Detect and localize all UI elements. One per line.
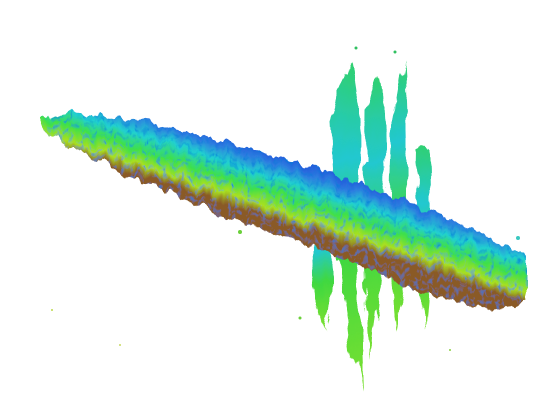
scene [0, 0, 533, 414]
speck [299, 317, 302, 320]
page [0, 0, 533, 414]
speck [355, 47, 358, 50]
speck [516, 236, 520, 240]
speck [51, 309, 53, 311]
speck [119, 344, 121, 346]
speck [238, 230, 242, 234]
speck [394, 51, 397, 54]
speck [449, 349, 451, 351]
